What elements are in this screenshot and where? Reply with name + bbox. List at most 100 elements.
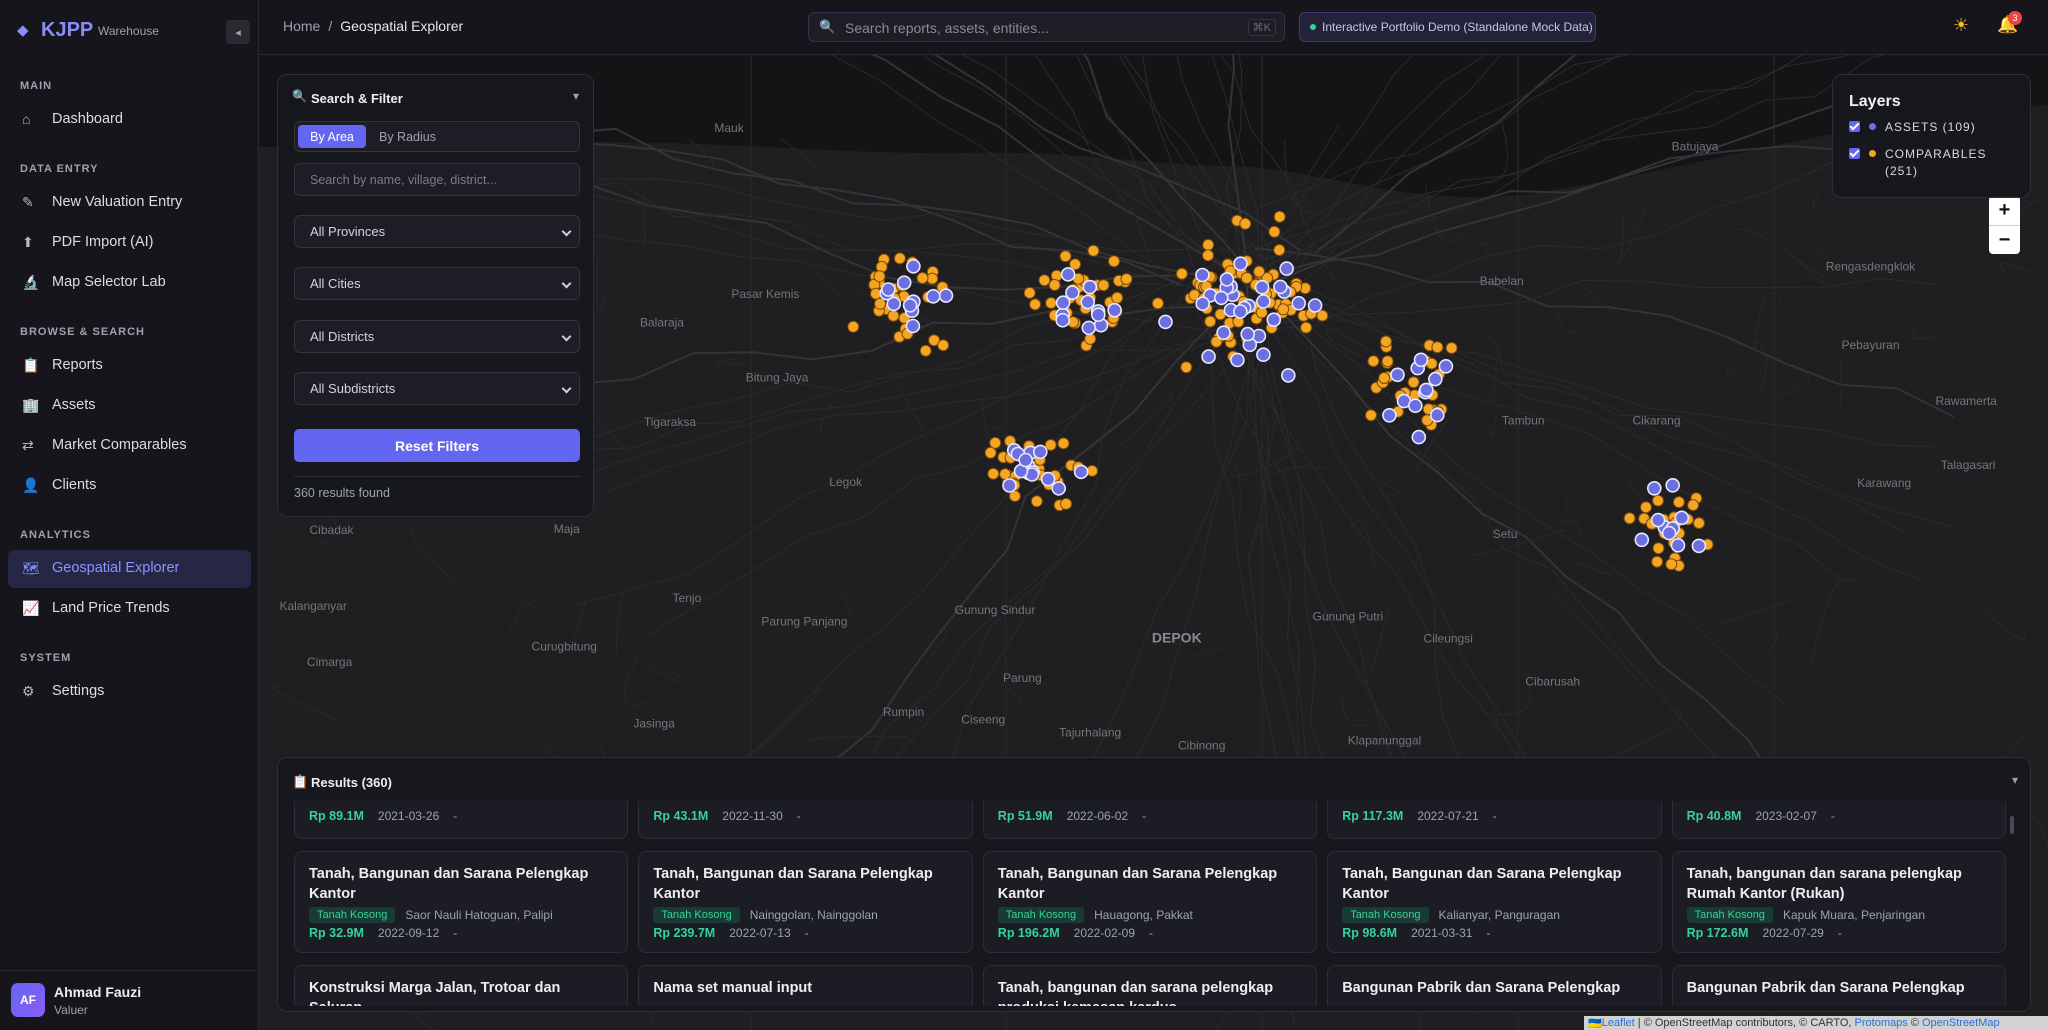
road bbox=[615, 584, 631, 657]
nav-label: Market Comparables bbox=[52, 437, 187, 453]
result-card[interactable]: Tanah, bangunan dan sarana pelengkap pro… bbox=[982, 965, 1318, 1006]
select[interactable]: All Districts bbox=[294, 320, 580, 353]
nav-item[interactable]: 🔬 Map Selector Lab bbox=[8, 264, 251, 302]
nav-item[interactable]: ⇄ Market Comparables bbox=[8, 427, 251, 465]
map-label: Cibinong bbox=[1178, 739, 1225, 753]
attribution-link[interactable]: OpenStreetMap bbox=[1921, 1017, 2000, 1029]
nav-item[interactable]: 🏢 Assets bbox=[8, 387, 251, 425]
asset-marker bbox=[1055, 312, 1071, 328]
card-meta: Tanah Kosong Nainggolan, Nainggolan bbox=[653, 907, 957, 923]
result-card[interactable]: Rp 117.3M 2022-07-21- bbox=[1327, 801, 1662, 839]
nav-icon: ✎ bbox=[22, 194, 34, 210]
tab-active[interactable]: By Area bbox=[298, 125, 366, 148]
collapse-button[interactable]: ◂ bbox=[226, 20, 250, 44]
filter-toggle[interactable]: ▾ bbox=[572, 89, 579, 103]
comparable-marker bbox=[1045, 297, 1058, 309]
result-card[interactable]: Rp 40.8M 2023-02-07- bbox=[1671, 801, 2006, 839]
road bbox=[753, 687, 823, 754]
attribution-text: © bbox=[1907, 1017, 1922, 1029]
road bbox=[646, 286, 1285, 637]
zoom-in[interactable]: + bbox=[1998, 199, 2011, 221]
asset-marker bbox=[1390, 367, 1405, 383]
nav-item[interactable]: 📋 Reports bbox=[8, 347, 251, 385]
road bbox=[1238, 55, 1487, 292]
nav-label: New Valuation Entry bbox=[52, 194, 183, 210]
road bbox=[1194, 55, 1414, 303]
zoom-out[interactable]: − bbox=[1989, 225, 2020, 254]
attribution-link[interactable]: Leaflet bbox=[1601, 1017, 1635, 1029]
result-card[interactable]: Tanah, Bangunan dan Sarana Pelengkap Kan… bbox=[982, 851, 1318, 953]
card-date: 2023-02-07 bbox=[1755, 809, 1817, 823]
asset-marker bbox=[1055, 295, 1071, 310]
map-label: Bitung Jaya bbox=[746, 370, 809, 384]
result-card[interactable]: Tanah, Bangunan dan Sarana Pelengkap Kan… bbox=[294, 851, 629, 953]
select-chevron bbox=[561, 331, 572, 342]
nav-item[interactable]: 📈 Land Price Trends bbox=[8, 590, 251, 628]
comparable-marker bbox=[1365, 409, 1377, 422]
result-card[interactable]: Rp 51.9M 2022-06-02- bbox=[982, 801, 1318, 839]
result-card[interactable]: Rp 89.1M 2021-03-26- bbox=[294, 801, 629, 839]
road bbox=[488, 167, 1197, 280]
results-toggle[interactable]: ▾ bbox=[2011, 773, 2018, 787]
result-card[interactable]: Nama set manual input bbox=[638, 965, 973, 1006]
asset-marker bbox=[1408, 398, 1423, 414]
divider bbox=[0, 970, 258, 971]
asset-marker bbox=[1428, 371, 1443, 387]
road bbox=[272, 685, 338, 721]
road bbox=[1007, 687, 1022, 702]
select[interactable]: All Subdistricts bbox=[294, 372, 580, 405]
result-card[interactable]: Bangunan Pabrik dan Sarana Pelengkap bbox=[1327, 965, 1662, 1006]
road bbox=[1964, 593, 2026, 641]
attribution-link[interactable]: Protomaps bbox=[1854, 1017, 1908, 1029]
map-label: Kalanganyar bbox=[279, 599, 346, 613]
breadcrumb-item[interactable]: Home bbox=[283, 18, 321, 34]
global-search[interactable]: 🔍 Search reports, assets, entities... ⌘K bbox=[808, 12, 1285, 42]
card-extra: - bbox=[1486, 926, 1491, 940]
results-grid: Rp 89.1M 2021-03-26- Rp 43.1M 2022-11-30- Rp… bbox=[294, 801, 2006, 1006]
nav-item[interactable]: 🗺 Geospatial Explorer bbox=[8, 550, 251, 588]
select[interactable]: All Cities bbox=[294, 267, 580, 300]
comparable-marker bbox=[1111, 291, 1124, 304]
asset-marker bbox=[905, 318, 921, 334]
filter-search[interactable]: Search by name, village, district... bbox=[294, 163, 580, 196]
theme-toggle[interactable]: ☀ bbox=[1953, 15, 1970, 35]
road bbox=[1248, 524, 1262, 563]
result-card[interactable]: Rp 43.1M 2022-11-30- bbox=[638, 801, 973, 839]
result-card[interactable]: Tanah, Bangunan dan Sarana Pelengkap Kan… bbox=[1327, 851, 1662, 953]
asset-marker bbox=[1430, 407, 1445, 423]
road bbox=[1612, 707, 1682, 758]
layer-checkbox[interactable] bbox=[1849, 147, 1860, 159]
comparable-marker bbox=[1180, 361, 1193, 374]
nav-item[interactable]: ⬆ PDF Import (AI) bbox=[8, 224, 251, 262]
card-meta: Tanah Kosong Kapuk Muara, Penjaringan bbox=[1686, 907, 1991, 923]
road bbox=[1256, 284, 1783, 790]
asset-marker bbox=[1002, 478, 1017, 493]
nav-item[interactable]: 👤 Clients bbox=[8, 467, 251, 505]
card-title: Tanah, bangunan dan sarana pelengkap pro… bbox=[997, 980, 1274, 1006]
result-card[interactable]: Bangunan Pabrik dan Sarana Pelengkap bbox=[1671, 965, 2006, 1006]
select[interactable]: All Provinces bbox=[294, 215, 580, 248]
comparable-marker bbox=[1651, 555, 1664, 568]
nav-label: Dashboard bbox=[52, 111, 123, 127]
nav-item[interactable]: ⚙ Settings bbox=[8, 673, 251, 711]
road bbox=[410, 529, 454, 582]
comparable-marker bbox=[916, 272, 929, 284]
nav-item[interactable]: ⌂ Dashboard bbox=[8, 101, 251, 139]
result-card[interactable]: Tanah, bangunan dan sarana pelengkap Rum… bbox=[1671, 851, 2006, 953]
card-price: Rp 98.6M bbox=[1342, 926, 1398, 940]
result-card[interactable]: Konstruksi Marga Jalan, Trotoar dan Salu… bbox=[294, 965, 629, 1006]
layer-checkbox[interactable] bbox=[1849, 120, 1860, 132]
map-label: Gunung Putri bbox=[1313, 609, 1384, 623]
map-label: Balaraja bbox=[640, 316, 684, 330]
demo-badge: Interactive Portfolio Demo (Standalone M… bbox=[1299, 12, 1596, 42]
comparable-marker bbox=[1151, 297, 1164, 310]
comparable-marker bbox=[1381, 355, 1394, 368]
comparable-marker bbox=[1277, 303, 1290, 316]
result-count: 360 results found bbox=[294, 486, 390, 500]
tab[interactable]: By Radius bbox=[379, 130, 436, 144]
reset-button[interactable]: Reset Filters bbox=[294, 429, 580, 462]
comparable-marker bbox=[928, 334, 941, 347]
result-card[interactable]: Tanah, Bangunan dan Sarana Pelengkap Kan… bbox=[638, 851, 973, 953]
results-icon: 📋 bbox=[292, 774, 309, 789]
nav-item[interactable]: ✎ New Valuation Entry bbox=[8, 184, 251, 222]
